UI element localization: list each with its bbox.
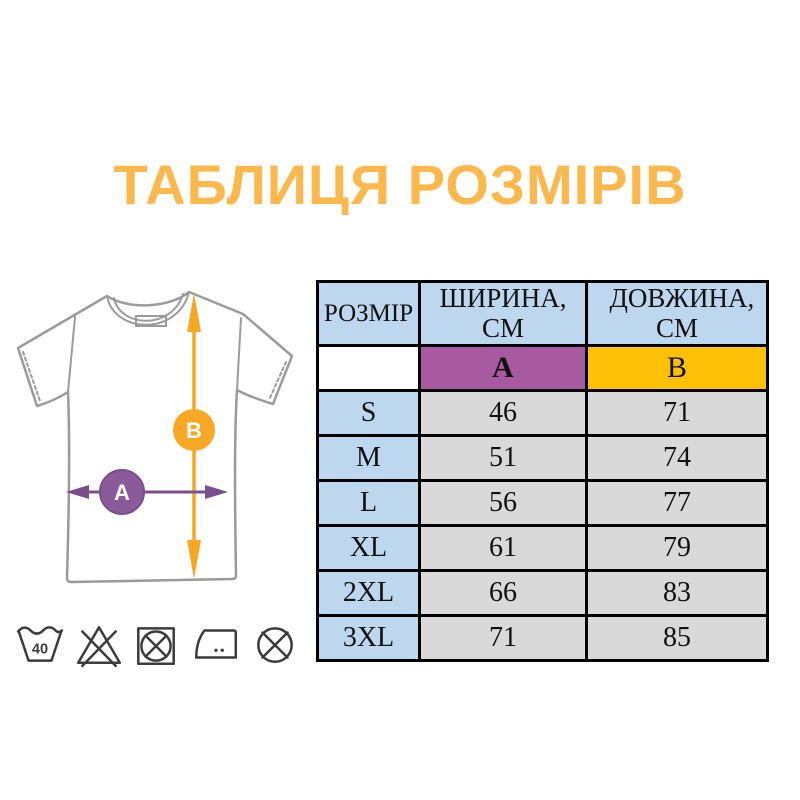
size-label: XL: [316, 524, 421, 572]
length-badge-circle: [173, 409, 215, 451]
iron-medium-icon: [194, 629, 237, 659]
tshirt-details: [22, 291, 287, 402]
do-not-dry-clean-icon: [257, 627, 293, 663]
do-not-tumble-dry-icon: [137, 627, 175, 666]
table-accent-row: A B: [316, 344, 769, 392]
width-badge-circle: [99, 469, 145, 515]
neck-label: [135, 315, 167, 327]
accent-empty-cell: [316, 344, 421, 392]
length-value: 77: [585, 479, 769, 527]
width-value: 56: [418, 479, 588, 527]
width-value: 51: [418, 434, 588, 482]
arrow-up-icon: [187, 293, 201, 332]
length-value: 79: [585, 524, 769, 572]
width-badge-label: A: [114, 480, 130, 505]
accent-length-cell: B: [585, 344, 769, 392]
header-width: ШИРИНА, СМ: [418, 280, 588, 347]
length-badge-label: B: [186, 418, 202, 443]
length-value: 83: [585, 569, 769, 617]
page-title: ТАБЛИЦЯ РОЗМІРІВ: [113, 153, 687, 216]
size-label: 3XL: [316, 614, 421, 662]
arrow-down-icon: [187, 540, 201, 579]
table-row: XL 61 79: [316, 524, 769, 572]
header-length: ДОВЖИНА, СМ: [585, 280, 769, 347]
wash-40-icon: 40: [16, 626, 64, 662]
care-symbols-row: 40: [14, 616, 300, 672]
length-value: 85: [585, 614, 769, 662]
table-row: 3XL 71 85: [316, 614, 769, 662]
width-value: 46: [418, 389, 588, 437]
size-label: 2XL: [316, 569, 421, 617]
accent-width-cell: A: [418, 344, 588, 392]
size-label: L: [316, 479, 421, 527]
table-row: M 51 74: [316, 434, 769, 482]
arrow-right-icon: [205, 485, 228, 499]
wash-temp-label: 40: [32, 641, 48, 657]
table-header-row: РОЗМІР ШИРИНА, СМ ДОВЖИНА, СМ: [316, 280, 769, 347]
size-table: РОЗМІР ШИРИНА, СМ ДОВЖИНА, СМ A B S 46 7…: [316, 280, 769, 662]
width-arrow-A: A: [66, 469, 228, 515]
size-label: S: [316, 389, 421, 437]
size-label: M: [316, 434, 421, 482]
do-not-bleach-icon: [76, 626, 121, 668]
length-value: 74: [585, 434, 769, 482]
tshirt-measurement-diagram: B A: [10, 280, 302, 606]
length-value: 71: [585, 389, 769, 437]
arrow-left-icon: [66, 485, 89, 499]
tshirt-diagram-svg: B A: [16, 290, 294, 584]
tshirt-outline: [16, 290, 294, 584]
table-row: L 56 77: [316, 479, 769, 527]
length-arrow-B: B: [173, 293, 215, 579]
table-row: S 46 71: [316, 389, 769, 437]
width-value: 66: [418, 569, 588, 617]
width-value: 71: [418, 614, 588, 662]
header-size: РОЗМІР: [316, 280, 421, 347]
width-value: 61: [418, 524, 588, 572]
table-row: 2XL 66 83: [316, 569, 769, 617]
